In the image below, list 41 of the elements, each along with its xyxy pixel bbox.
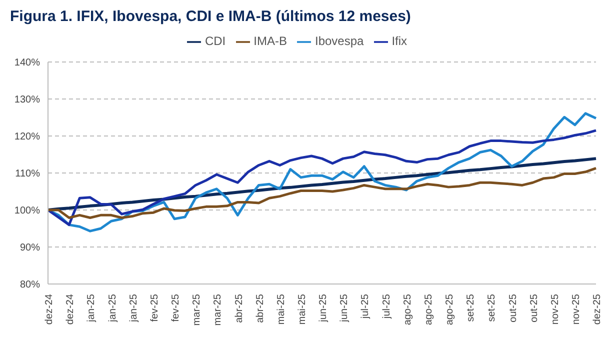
y-tick-label: 140% bbox=[14, 58, 40, 69]
x-tick-label: mai-25 bbox=[297, 294, 308, 325]
chart-title: Figura 1. IFIX, Ibovespa, CDI e IMA-B (últimos 12 meses) bbox=[10, 8, 412, 27]
x-tick-label: out-25 bbox=[508, 294, 519, 322]
x-tick-label: ago-25 bbox=[402, 294, 414, 326]
x-tick-label: mar-25 bbox=[212, 294, 224, 326]
y-tick-label: 120% bbox=[14, 132, 40, 143]
x-tick-label: abr-25 bbox=[254, 294, 266, 323]
x-tick-label: ago-25 bbox=[444, 294, 456, 326]
x-tick-label: fev-25 bbox=[149, 294, 160, 322]
x-tick-label: jan-25 bbox=[86, 294, 98, 323]
x-tick-label: nov-25 bbox=[571, 294, 582, 325]
x-tick-label: nov-25 bbox=[550, 294, 561, 325]
x-tick-label: abr-25 bbox=[234, 294, 245, 323]
y-tick-label: 90% bbox=[20, 242, 40, 254]
x-tick-label: jun-25 bbox=[339, 294, 350, 323]
legend-label: Ibovespa bbox=[314, 34, 364, 48]
legend-label: Ifix bbox=[392, 34, 408, 48]
x-tick-label: jan-25 bbox=[107, 294, 118, 323]
legend-label: IMA-B bbox=[254, 34, 287, 48]
x-tick-label: dez-24 bbox=[44, 294, 56, 325]
legend-label: CDI bbox=[204, 34, 226, 48]
x-tick-label: dez-25 bbox=[592, 294, 604, 325]
x-tick-label: set-25 bbox=[486, 294, 498, 322]
line-series bbox=[46, 166, 598, 220]
x-tick-label: ago-25 bbox=[423, 294, 434, 326]
x-tick-label: mai-25 bbox=[276, 294, 287, 325]
y-tick-label: 110% bbox=[15, 168, 40, 180]
x-tick-label: jun-25 bbox=[318, 294, 330, 323]
x-tick-label: out-25 bbox=[528, 294, 540, 322]
x-tick-label: jul-25 bbox=[360, 294, 372, 320]
x-tick-label: mar-25 bbox=[192, 294, 203, 326]
x-tick-label: fev-25 bbox=[170, 294, 182, 322]
line-series bbox=[46, 129, 598, 226]
y-tick-label: 80% bbox=[20, 280, 40, 291]
x-tick-label: dez-24 bbox=[65, 294, 76, 325]
y-tick-label: 130% bbox=[14, 94, 40, 106]
y-tick-label: 100% bbox=[14, 206, 40, 217]
x-tick-label: set-25 bbox=[466, 294, 477, 322]
x-tick-label: jan-25 bbox=[128, 294, 140, 323]
x-tick-label: jul-25 bbox=[381, 294, 392, 320]
